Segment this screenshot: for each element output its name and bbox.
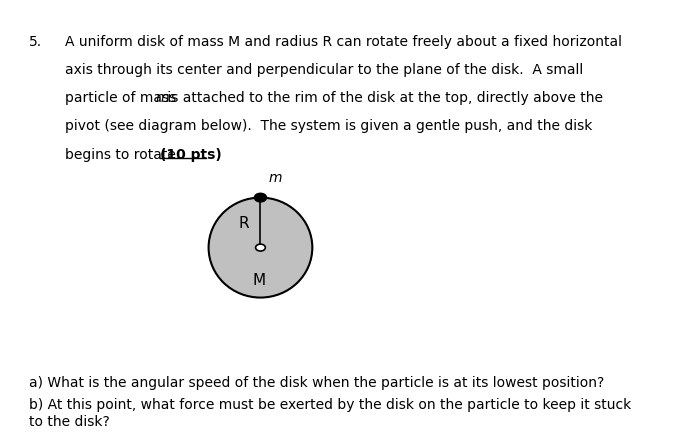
Text: is attached to the rim of the disk at the top, directly above the: is attached to the rim of the disk at th… [163, 91, 603, 105]
Text: m: m [155, 91, 169, 105]
Text: begins to rotate.: begins to rotate. [65, 148, 185, 162]
Text: 5.: 5. [29, 35, 42, 49]
Text: to the disk?: to the disk? [29, 415, 109, 429]
Text: A uniform disk of mass M and radius R can rotate freely about a fixed horizontal: A uniform disk of mass M and radius R ca… [65, 35, 622, 49]
Text: particle of mass: particle of mass [65, 91, 181, 105]
Text: b) At this point, what force must be exerted by the disk on the particle to keep: b) At this point, what force must be exe… [29, 397, 631, 412]
Text: m: m [268, 171, 282, 185]
Text: a) What is the angular speed of the disk when the particle is at its lowest posi: a) What is the angular speed of the disk… [29, 376, 604, 390]
Text: M: M [253, 273, 266, 288]
Circle shape [256, 244, 265, 251]
Ellipse shape [209, 198, 312, 298]
Text: (10 pts): (10 pts) [160, 148, 221, 162]
Circle shape [254, 193, 267, 202]
Text: R: R [239, 216, 249, 231]
Text: axis through its center and perpendicular to the plane of the disk.  A small: axis through its center and perpendicula… [65, 63, 583, 77]
Text: pivot (see diagram below).  The system is given a gentle push, and the disk: pivot (see diagram below). The system is… [65, 119, 593, 133]
